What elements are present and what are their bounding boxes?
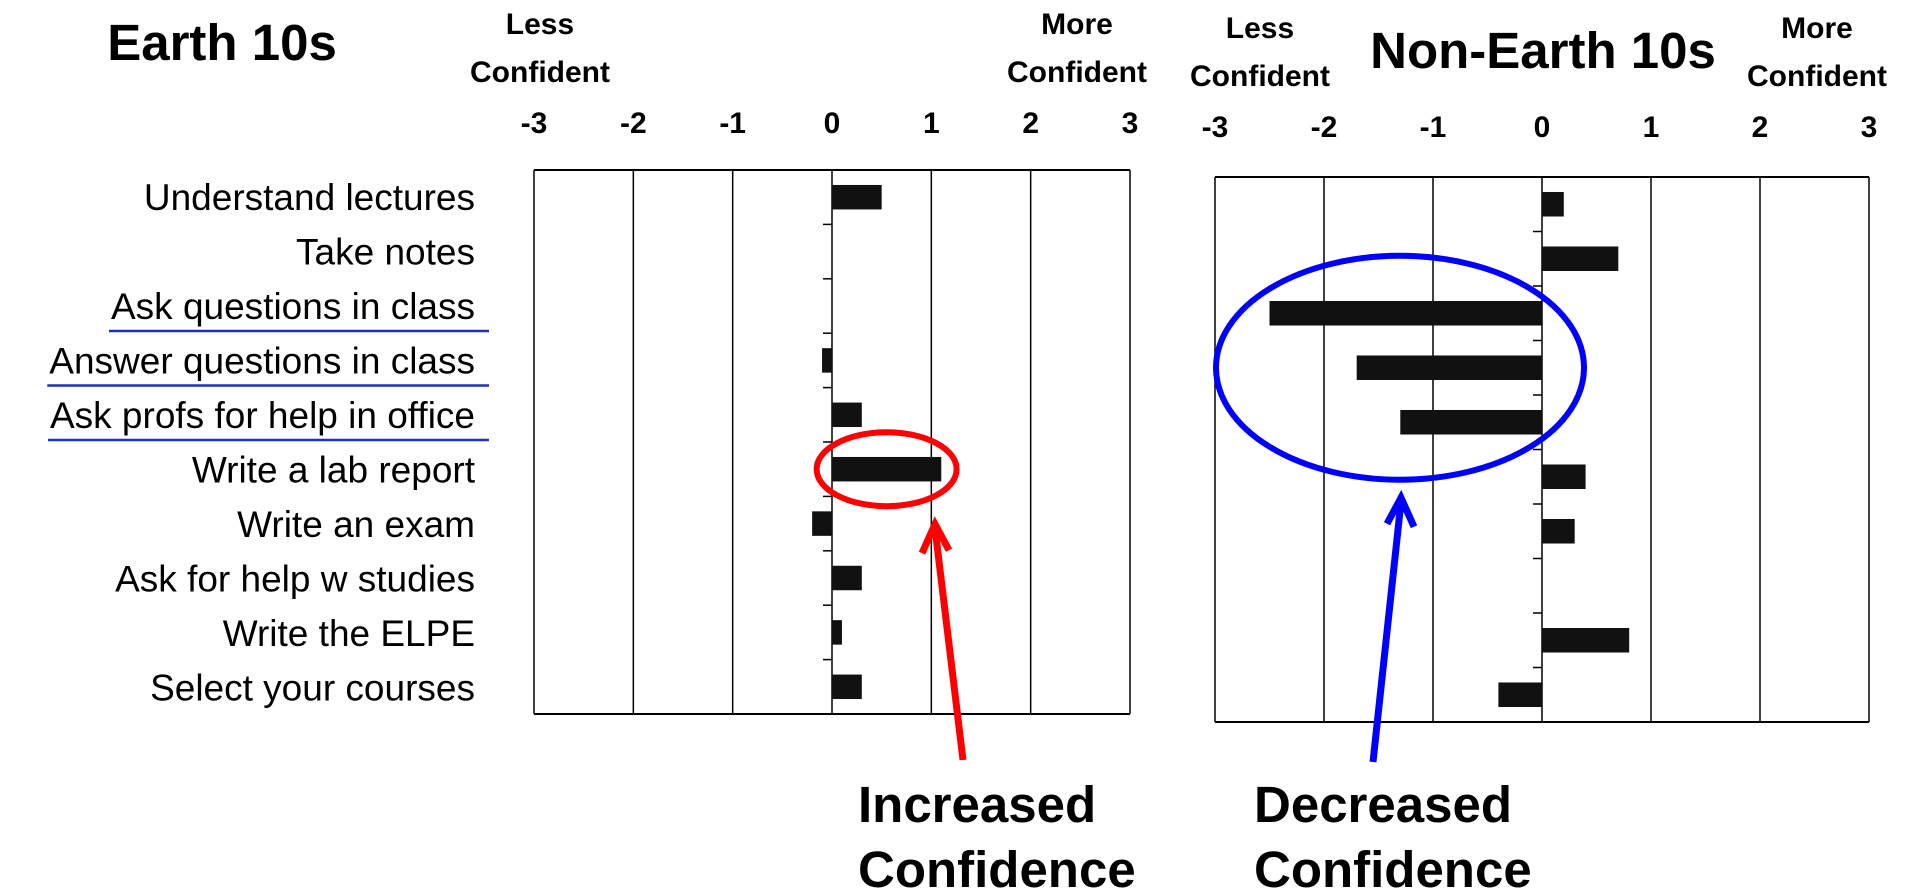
tick-label: -2 — [1311, 111, 1338, 144]
annotation-line2-non-earth: Confidence — [1254, 841, 1532, 889]
tick-label: 2 — [1752, 111, 1769, 144]
less-label-line2: Confident — [470, 56, 610, 89]
category-label: Write a lab report — [192, 450, 476, 491]
highlight-ellipse — [1213, 252, 1587, 483]
more-label-line1: More — [1781, 12, 1853, 45]
bar-non-earth — [1542, 191, 1564, 217]
category-label: Write the ELPE — [223, 613, 475, 654]
panel-title-non-earth: Non-Earth 10s — [1370, 22, 1716, 79]
less-label-line2: Confident — [1190, 60, 1330, 93]
tick-label: 3 — [1861, 111, 1878, 144]
bar-earth — [832, 674, 862, 700]
bar-earth — [822, 348, 832, 373]
bar-non-earth — [1542, 627, 1630, 653]
less-label-line1: Less — [1226, 12, 1294, 45]
bar-non-earth — [1542, 518, 1575, 544]
category-label: Understand lectures — [144, 177, 475, 218]
category-label: Ask questions in class — [111, 286, 475, 327]
tick-label: 0 — [1534, 111, 1551, 144]
more-label-line2: Confident — [1747, 60, 1887, 93]
less-label-line1: Less — [506, 8, 574, 41]
bar-non-earth — [1400, 409, 1542, 435]
bar-earth — [832, 565, 862, 591]
bar-earth — [832, 184, 882, 210]
annotation-line1-earth: Increased — [858, 776, 1096, 833]
tick-label: -2 — [620, 107, 647, 140]
highlight-ellipse — [813, 429, 960, 510]
annotation-arrow — [931, 527, 967, 761]
annotation-arrow-head — [1383, 489, 1418, 529]
tick-label: -3 — [521, 107, 548, 140]
category-label: Ask for help w studies — [115, 559, 475, 600]
category-label: Ask profs for help in office — [50, 395, 475, 436]
bar-non-earth — [1356, 355, 1542, 381]
tick-label: -1 — [719, 107, 746, 140]
tick-label: 1 — [1643, 111, 1660, 144]
tick-label: 0 — [824, 107, 841, 140]
bar-non-earth — [1269, 300, 1542, 326]
category-label: Take notes — [296, 232, 475, 273]
bar-earth — [832, 402, 862, 428]
bar-earth — [812, 511, 832, 536]
bar-earth — [832, 456, 942, 482]
bar-earth — [832, 620, 842, 645]
tick-label: 1 — [923, 107, 940, 140]
annotation-line1-non-earth: Decreased — [1254, 776, 1512, 833]
tick-label: 2 — [1022, 107, 1039, 140]
annotation-line2-earth: Confidence — [858, 841, 1136, 889]
tick-label: 3 — [1122, 107, 1139, 140]
category-label: Select your courses — [150, 668, 475, 709]
tick-label: -1 — [1420, 111, 1447, 144]
bar-non-earth — [1542, 464, 1586, 490]
panel-title-earth: Earth 10s — [107, 14, 337, 71]
bar-non-earth — [1498, 682, 1542, 708]
more-label-line1: More — [1041, 8, 1113, 41]
category-label: Answer questions in class — [49, 341, 475, 382]
annotation-arrow — [1369, 501, 1405, 763]
category-label: Write an exam — [237, 504, 475, 545]
annotation-arrow-head — [918, 516, 953, 555]
bar-non-earth — [1542, 246, 1619, 272]
tick-label: -3 — [1202, 111, 1229, 144]
more-label-line2: Confident — [1007, 56, 1147, 89]
